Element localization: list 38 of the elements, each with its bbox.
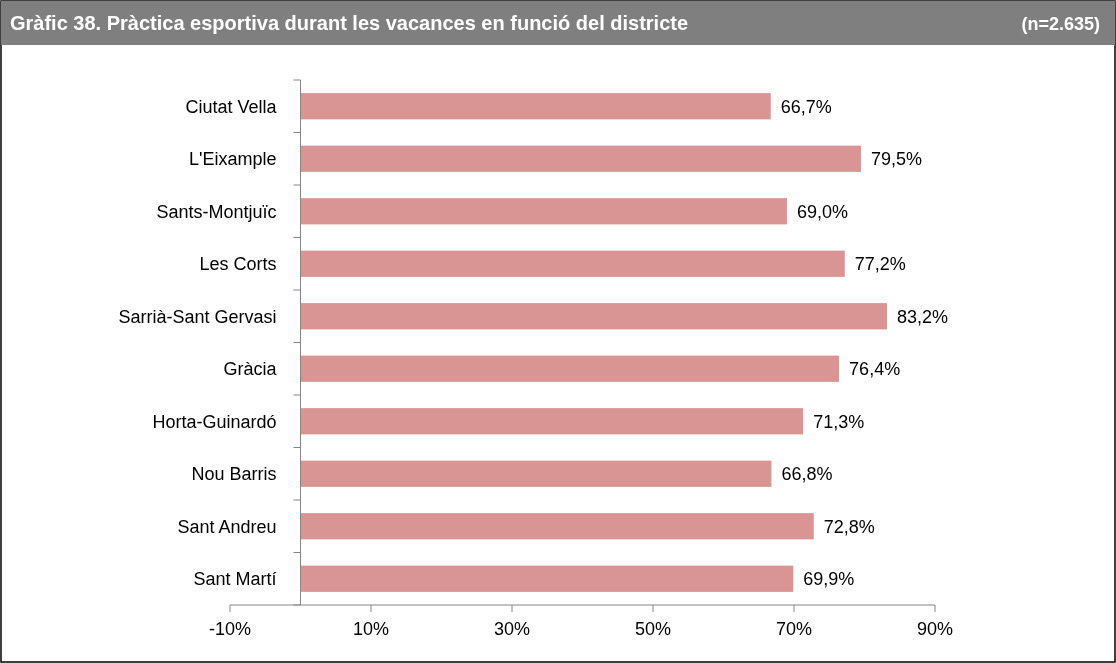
data-label: 66,7% [780,96,832,117]
x-tick-label: 30% [493,619,531,639]
x-tick-label: 70% [775,619,813,639]
x-tick-label: 50% [634,619,672,639]
x-tick-label: -10% [208,619,252,639]
y-tick-label: Sants-Montjuïc [156,201,277,222]
bar [300,93,771,120]
y-tick-label: Les Corts [199,254,277,275]
data-label: 79,5% [870,149,923,170]
data-label: 71,3% [813,411,865,432]
bar [300,355,840,382]
data-label: 69,0% [796,201,848,222]
x-tick-label: 10% [352,619,390,639]
data-label: 66,8% [781,464,833,485]
y-tick-label: Gràcia [223,359,278,380]
data-label: 77,2% [854,254,906,275]
bar [300,408,804,435]
y-tick-label: L'Eixample [189,149,277,170]
chart-title: Gràfic 38. Pràctica esportiva durant les vacances en funció del districte [10,12,689,34]
text: (n=2.635) [1021,14,1100,34]
data-label: 69,9% [803,569,855,590]
x-tick-label: 90% [916,619,954,639]
y-tick-label: Ciutat Vella [185,96,278,117]
bar [300,198,787,225]
y-tick-label: Nou Barris [191,464,277,485]
y-tick-label: Horta-Guinardó [152,411,277,432]
bar [300,303,888,330]
data-label: 72,8% [823,516,875,537]
bar [300,460,772,487]
y-tick-label: Sarrià-Sant Gervasi [118,306,277,327]
data-label: 76,4% [849,359,901,380]
bar [300,250,845,277]
data-label: 83,2% [897,306,949,327]
bar [300,513,814,540]
y-tick-label: Sant Martí [193,569,277,590]
bar [300,145,861,172]
bar [300,565,794,592]
y-tick-label: Sant Andreu [177,516,277,537]
